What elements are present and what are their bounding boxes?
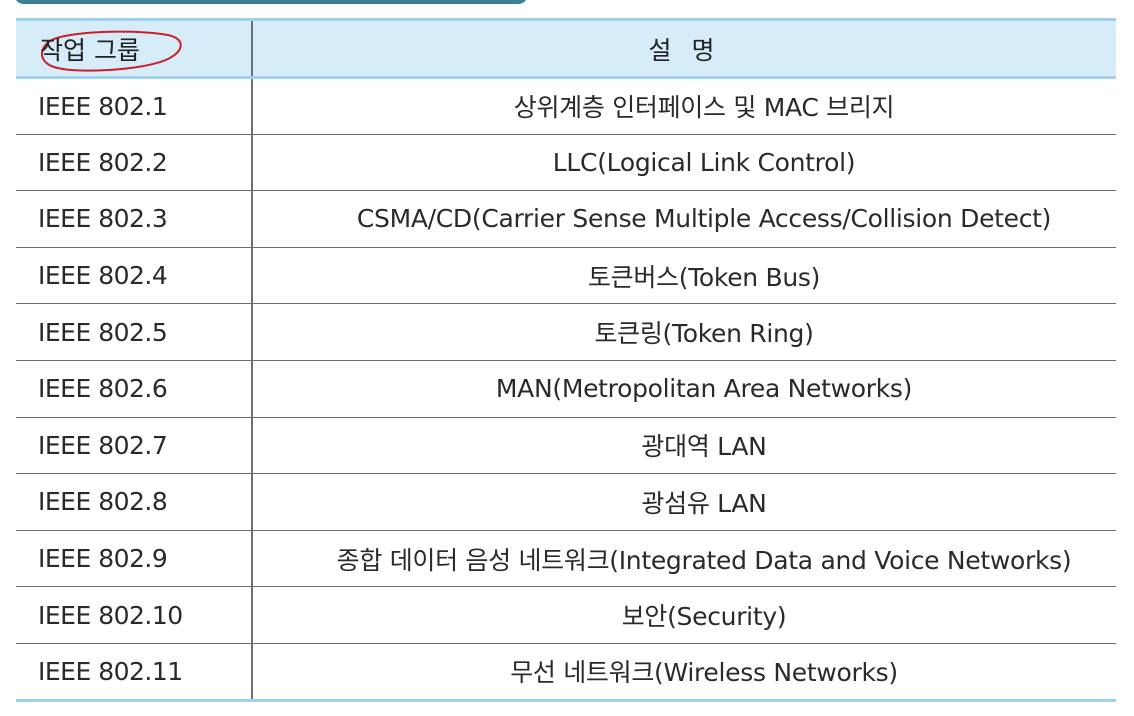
group-cell: IEEE 802.8 bbox=[16, 473, 253, 531]
group-cell: IEEE 802.1 bbox=[16, 77, 253, 135]
description-cell: 상위계층 인터페이스 및 MAC 브리지 bbox=[252, 77, 1116, 135]
description-cell: 무선 네트워크(Wireless Networks) bbox=[252, 643, 1116, 702]
description-cell: 토큰링(Token Ring) bbox=[252, 303, 1116, 361]
header-cell-group: 작업 그룹 bbox=[16, 18, 253, 79]
description-cell: 광섬유 LAN bbox=[252, 473, 1116, 531]
table-row: IEEE 802.7 광대역 LAN bbox=[16, 417, 1116, 475]
group-cell: IEEE 802.3 bbox=[16, 190, 253, 248]
header-row: 작업 그룹 설 명 bbox=[16, 18, 1116, 79]
description-cell: 종합 데이터 음성 네트워크(Integrated Data and Voice… bbox=[252, 530, 1116, 588]
description-cell: CSMA/CD(Carrier Sense Multiple Access/Co… bbox=[252, 190, 1116, 248]
group-cell: IEEE 802.10 bbox=[16, 586, 253, 644]
description-cell: LLC(Logical Link Control) bbox=[252, 134, 1116, 192]
description-cell: MAN(Metropolitan Area Networks) bbox=[252, 360, 1116, 418]
ieee-802-working-groups-table: 작업 그룹 설 명 IEEE 802.1 상위계층 인터페이스 및 MAC 브리… bbox=[16, 18, 1116, 702]
table-row: IEEE 802.1 상위계층 인터페이스 및 MAC 브리지 bbox=[16, 77, 1116, 135]
group-cell: IEEE 802.11 bbox=[16, 643, 253, 702]
group-cell: IEEE 802.9 bbox=[16, 530, 253, 588]
table-row: IEEE 802.2 LLC(Logical Link Control) bbox=[16, 134, 1116, 192]
group-cell: IEEE 802.4 bbox=[16, 247, 253, 305]
header-cell-description: 설 명 bbox=[252, 18, 1116, 79]
description-cell: 토큰버스(Token Bus) bbox=[252, 247, 1116, 305]
table-row: IEEE 802.9 종합 데이터 음성 네트워크(Integrated Dat… bbox=[16, 530, 1116, 588]
table-header: 작업 그룹 설 명 bbox=[16, 18, 1116, 79]
section-title-bar bbox=[14, 0, 528, 4]
header-label-description: 설 명 bbox=[648, 35, 721, 65]
table-row: IEEE 802.6 MAN(Metropolitan Area Network… bbox=[16, 360, 1116, 418]
table-row: IEEE 802.4 토큰버스(Token Bus) bbox=[16, 247, 1116, 305]
table-body: IEEE 802.1 상위계층 인터페이스 및 MAC 브리지 IEEE 802… bbox=[16, 77, 1116, 702]
group-cell: IEEE 802.7 bbox=[16, 417, 253, 475]
description-cell: 보안(Security) bbox=[252, 586, 1116, 644]
table-row: IEEE 802.10 보안(Security) bbox=[16, 586, 1116, 644]
group-cell: IEEE 802.2 bbox=[16, 134, 253, 192]
description-cell: 광대역 LAN bbox=[252, 417, 1116, 475]
group-cell: IEEE 802.5 bbox=[16, 303, 253, 361]
ieee-802-table-container: 작업 그룹 설 명 IEEE 802.1 상위계층 인터페이스 및 MAC 브리… bbox=[16, 18, 1116, 702]
table-row: IEEE 802.3 CSMA/CD(Carrier Sense Multipl… bbox=[16, 190, 1116, 248]
group-cell: IEEE 802.6 bbox=[16, 360, 253, 418]
table-row: IEEE 802.5 토큰링(Token Ring) bbox=[16, 303, 1116, 361]
header-label-group: 작업 그룹 bbox=[40, 35, 140, 65]
table-row: IEEE 802.8 광섬유 LAN bbox=[16, 473, 1116, 531]
table-row: IEEE 802.11 무선 네트워크(Wireless Networks) bbox=[16, 643, 1116, 702]
